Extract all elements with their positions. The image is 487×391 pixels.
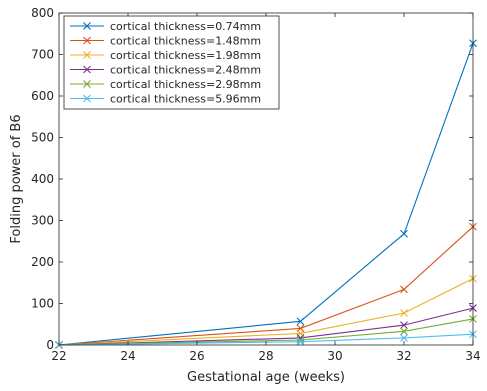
series-point [400,327,408,336]
series-point [400,321,408,329]
x-tick-label: 22 [51,349,66,363]
y-axis-title: Folding power of B6 [9,114,24,243]
x-axis-title: Gestational age (weeks) [187,370,345,385]
point-mark-b [400,229,408,238]
legend-entry: cortical thickness=2.98mm [70,78,261,91]
point-mark-b [296,317,305,326]
x-tick-label: 26 [189,349,204,363]
y-tick-label: 100 [31,297,54,311]
series-line [58,307,474,346]
legend-marker-b [83,22,91,30]
series-line [58,278,474,346]
x-tick-label: 32 [396,349,411,363]
x-tick-label: 28 [258,349,273,363]
x-tick-label: 24 [120,349,135,363]
legend-entry: cortical thickness=2.48mm [70,64,261,77]
y-tick-label: 0 [46,338,54,352]
series-line [58,43,474,346]
legend-marker-b [83,80,91,88]
point-mark-b [296,336,305,344]
series-point [296,336,305,344]
series-line [58,226,474,346]
axes-layer: 22 24 26 28 30 32 34 0 100 200 300 400 500 600 700 800 [31,6,481,363]
point-mark-b [400,321,408,329]
point-mark-b [400,309,408,317]
legend-label: cortical thickness=1.98mm [110,49,261,62]
legend-marker-b [83,94,91,103]
series-point [296,317,305,326]
y-tick-label: 800 [31,6,54,20]
x-tick-label: 34 [465,349,480,363]
point-mark-b [400,334,408,342]
series-point [400,309,408,317]
legend-entry: cortical thickness=5.96mm [70,93,261,106]
legend-entry: cortical thickness=1.48mm [70,35,261,48]
legend-label: cortical thickness=0.74mm [110,20,261,33]
series-point [400,229,408,238]
series-point [400,334,408,342]
legend-entry: cortical thickness=0.74mm [70,20,261,33]
series-point [296,337,305,346]
y-tick-label: 500 [31,131,54,145]
legend-marker-b [83,36,91,45]
series-point [400,285,408,294]
series-line [58,318,474,346]
legend-label: cortical thickness=1.48mm [110,35,261,48]
point-mark-b [400,285,408,294]
y-tick-label: 700 [31,48,54,62]
x-tick-label: 30 [327,349,342,363]
point-mark-b [296,337,305,346]
legend-marker-b [83,65,91,74]
legend-entry: cortical thickness=1.98mm [70,49,261,62]
y-tick-label: 400 [31,172,54,186]
legend-box [63,15,280,110]
legend: cortical thickness=0.74mm cortical thickn… [63,15,280,110]
legend-marker-b [83,51,91,59]
series-line [58,333,474,346]
y-tick-label: 600 [31,89,54,103]
y-tick-label: 300 [31,214,54,228]
plot-layer [55,39,477,349]
legend-label: cortical thickness=2.48mm [110,64,261,77]
legend-label: cortical thickness=5.96mm [110,93,261,106]
legend-label: cortical thickness=2.98mm [110,78,261,91]
point-mark-b [400,327,408,336]
y-tick-label: 200 [31,255,54,269]
